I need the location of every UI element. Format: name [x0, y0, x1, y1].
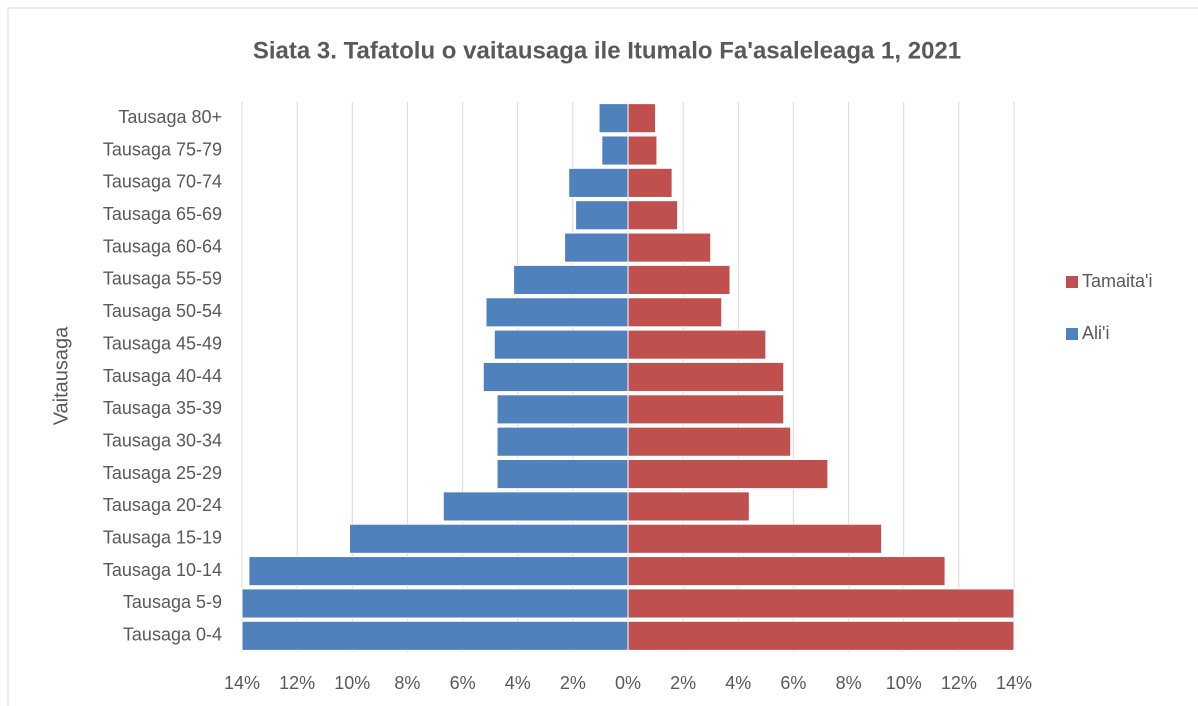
bar [568, 167, 629, 198]
bar [627, 135, 658, 166]
x-tick-label: 4% [505, 673, 531, 693]
x-tick-label: 12% [941, 673, 977, 693]
bar [564, 232, 629, 263]
chart-title: Siata 3. Tafatolu o vaitausaga ile Ituma… [253, 37, 961, 64]
y-tick-label: Tausaga 0-4 [123, 625, 222, 645]
x-tick-label: 12% [279, 673, 315, 693]
bar [627, 394, 785, 425]
legend-label: Tamaita'i [1082, 271, 1152, 291]
legend-swatch [1066, 328, 1078, 340]
y-tick-label: Tausaga 60-64 [103, 236, 222, 256]
bar [627, 361, 785, 393]
y-tick-label: Tausaga 5-9 [123, 592, 222, 612]
bar [627, 588, 1015, 619]
legend-swatch [1066, 276, 1078, 288]
y-tick-label: Tausaga 75-79 [103, 139, 222, 159]
bar [248, 556, 629, 587]
y-tick-label: Tausaga 50-54 [103, 301, 222, 321]
bar [496, 394, 629, 425]
x-tick-label: 2% [560, 673, 586, 693]
legend-label: Ali'i [1082, 323, 1109, 343]
bar [496, 459, 629, 490]
bar [627, 200, 679, 231]
bar [349, 523, 629, 554]
bar [627, 297, 723, 328]
bar [627, 459, 829, 490]
x-tick-label: 10% [886, 673, 922, 693]
y-tick-label: Tausaga 70-74 [103, 172, 222, 192]
bar [241, 588, 629, 619]
bar [627, 103, 657, 134]
y-tick-label: Tausaga 10-14 [103, 560, 222, 580]
y-tick-label: Tausaga 80+ [118, 107, 222, 127]
bar [485, 297, 629, 328]
x-tick-label: 0% [615, 673, 641, 693]
bar [627, 264, 731, 296]
x-tick-label: 8% [836, 673, 862, 693]
bar [598, 103, 629, 134]
bar [493, 329, 629, 360]
bar [241, 620, 629, 651]
y-tick-label: Tausaga 30-34 [103, 430, 222, 450]
y-tick-label: Tausaga 55-59 [103, 269, 222, 289]
y-tick-label: Tausaga 15-19 [103, 528, 222, 548]
y-tick-label: Tausaga 65-69 [103, 204, 222, 224]
bar [627, 556, 946, 587]
y-axis-title: Vaitausaga [50, 326, 72, 425]
bar [627, 620, 1015, 651]
bar [482, 361, 629, 393]
y-tick-label: Tausaga 40-44 [103, 366, 222, 386]
x-tick-label: 2% [670, 673, 696, 693]
bar [627, 167, 673, 198]
y-tick-label: Tausaga 20-24 [103, 495, 222, 515]
x-tick-label: 14% [224, 673, 260, 693]
bar [627, 491, 750, 522]
bar [513, 264, 629, 296]
y-tick-label: Tausaga 25-29 [103, 463, 222, 483]
x-tick-label: 6% [780, 673, 806, 693]
bar [496, 426, 629, 457]
bar [627, 523, 883, 554]
bar [627, 232, 712, 263]
bar [601, 135, 629, 166]
bar [575, 200, 629, 231]
bar [627, 426, 792, 457]
y-tick-label: Tausaga 35-39 [103, 398, 222, 418]
bar [442, 491, 629, 522]
x-tick-label: 8% [394, 673, 420, 693]
x-tick-label: 14% [996, 673, 1032, 693]
x-tick-label: 6% [450, 673, 476, 693]
y-tick-label: Tausaga 45-49 [103, 333, 222, 353]
bar [627, 329, 767, 360]
x-tick-label: 10% [334, 673, 370, 693]
x-tick-label: 4% [725, 673, 751, 693]
